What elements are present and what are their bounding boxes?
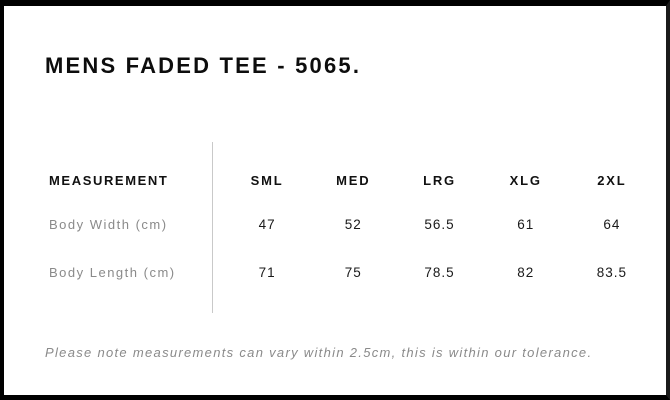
column-header-measurement: MEASUREMENT <box>49 172 169 188</box>
body-length-lrg: 78.5 <box>424 264 455 280</box>
row-values-body-width: 47 52 56.5 61 64 <box>212 217 655 232</box>
page-title: MENS FADED TEE - 5065. <box>45 53 362 78</box>
table-row-body-length: Body Length (cm) 71 75 78.5 82 83.5 <box>45 262 655 282</box>
body-length-sml: 71 <box>258 264 276 280</box>
table-row-body-width: Body Width (cm) 47 52 56.5 61 64 <box>45 214 655 234</box>
body-width-med: 52 <box>344 216 362 232</box>
tolerance-note: Please note measurements can vary within… <box>45 345 593 360</box>
body-width-xlg: 61 <box>517 216 535 232</box>
column-header-2xl: 2XL <box>597 172 627 188</box>
body-width-lrg: 56.5 <box>424 216 455 232</box>
column-header-med: MED <box>336 172 371 188</box>
row-values-body-length: 71 75 78.5 82 83.5 <box>212 265 655 280</box>
column-header-lrg: LRG <box>423 172 456 188</box>
table-header-row: MEASUREMENT SML MED LRG XLG 2XL <box>45 170 655 190</box>
size-chart-table: MEASUREMENT SML MED LRG XLG 2XL Body Wid… <box>45 136 655 313</box>
column-header-xlg: XLG <box>509 172 542 188</box>
body-width-sml: 47 <box>258 216 276 232</box>
row-label-body-length: Body Length (cm) <box>49 264 176 280</box>
row-label-body-width: Body Width (cm) <box>49 216 168 232</box>
body-length-xlg: 82 <box>517 264 535 280</box>
body-length-med: 75 <box>344 264 362 280</box>
body-length-2xl: 83.5 <box>596 264 628 280</box>
body-width-2xl: 64 <box>603 216 621 232</box>
column-header-sml: SML <box>250 172 284 188</box>
table-vertical-divider <box>212 142 213 313</box>
size-column-headers: SML MED LRG XLG 2XL <box>212 173 655 188</box>
